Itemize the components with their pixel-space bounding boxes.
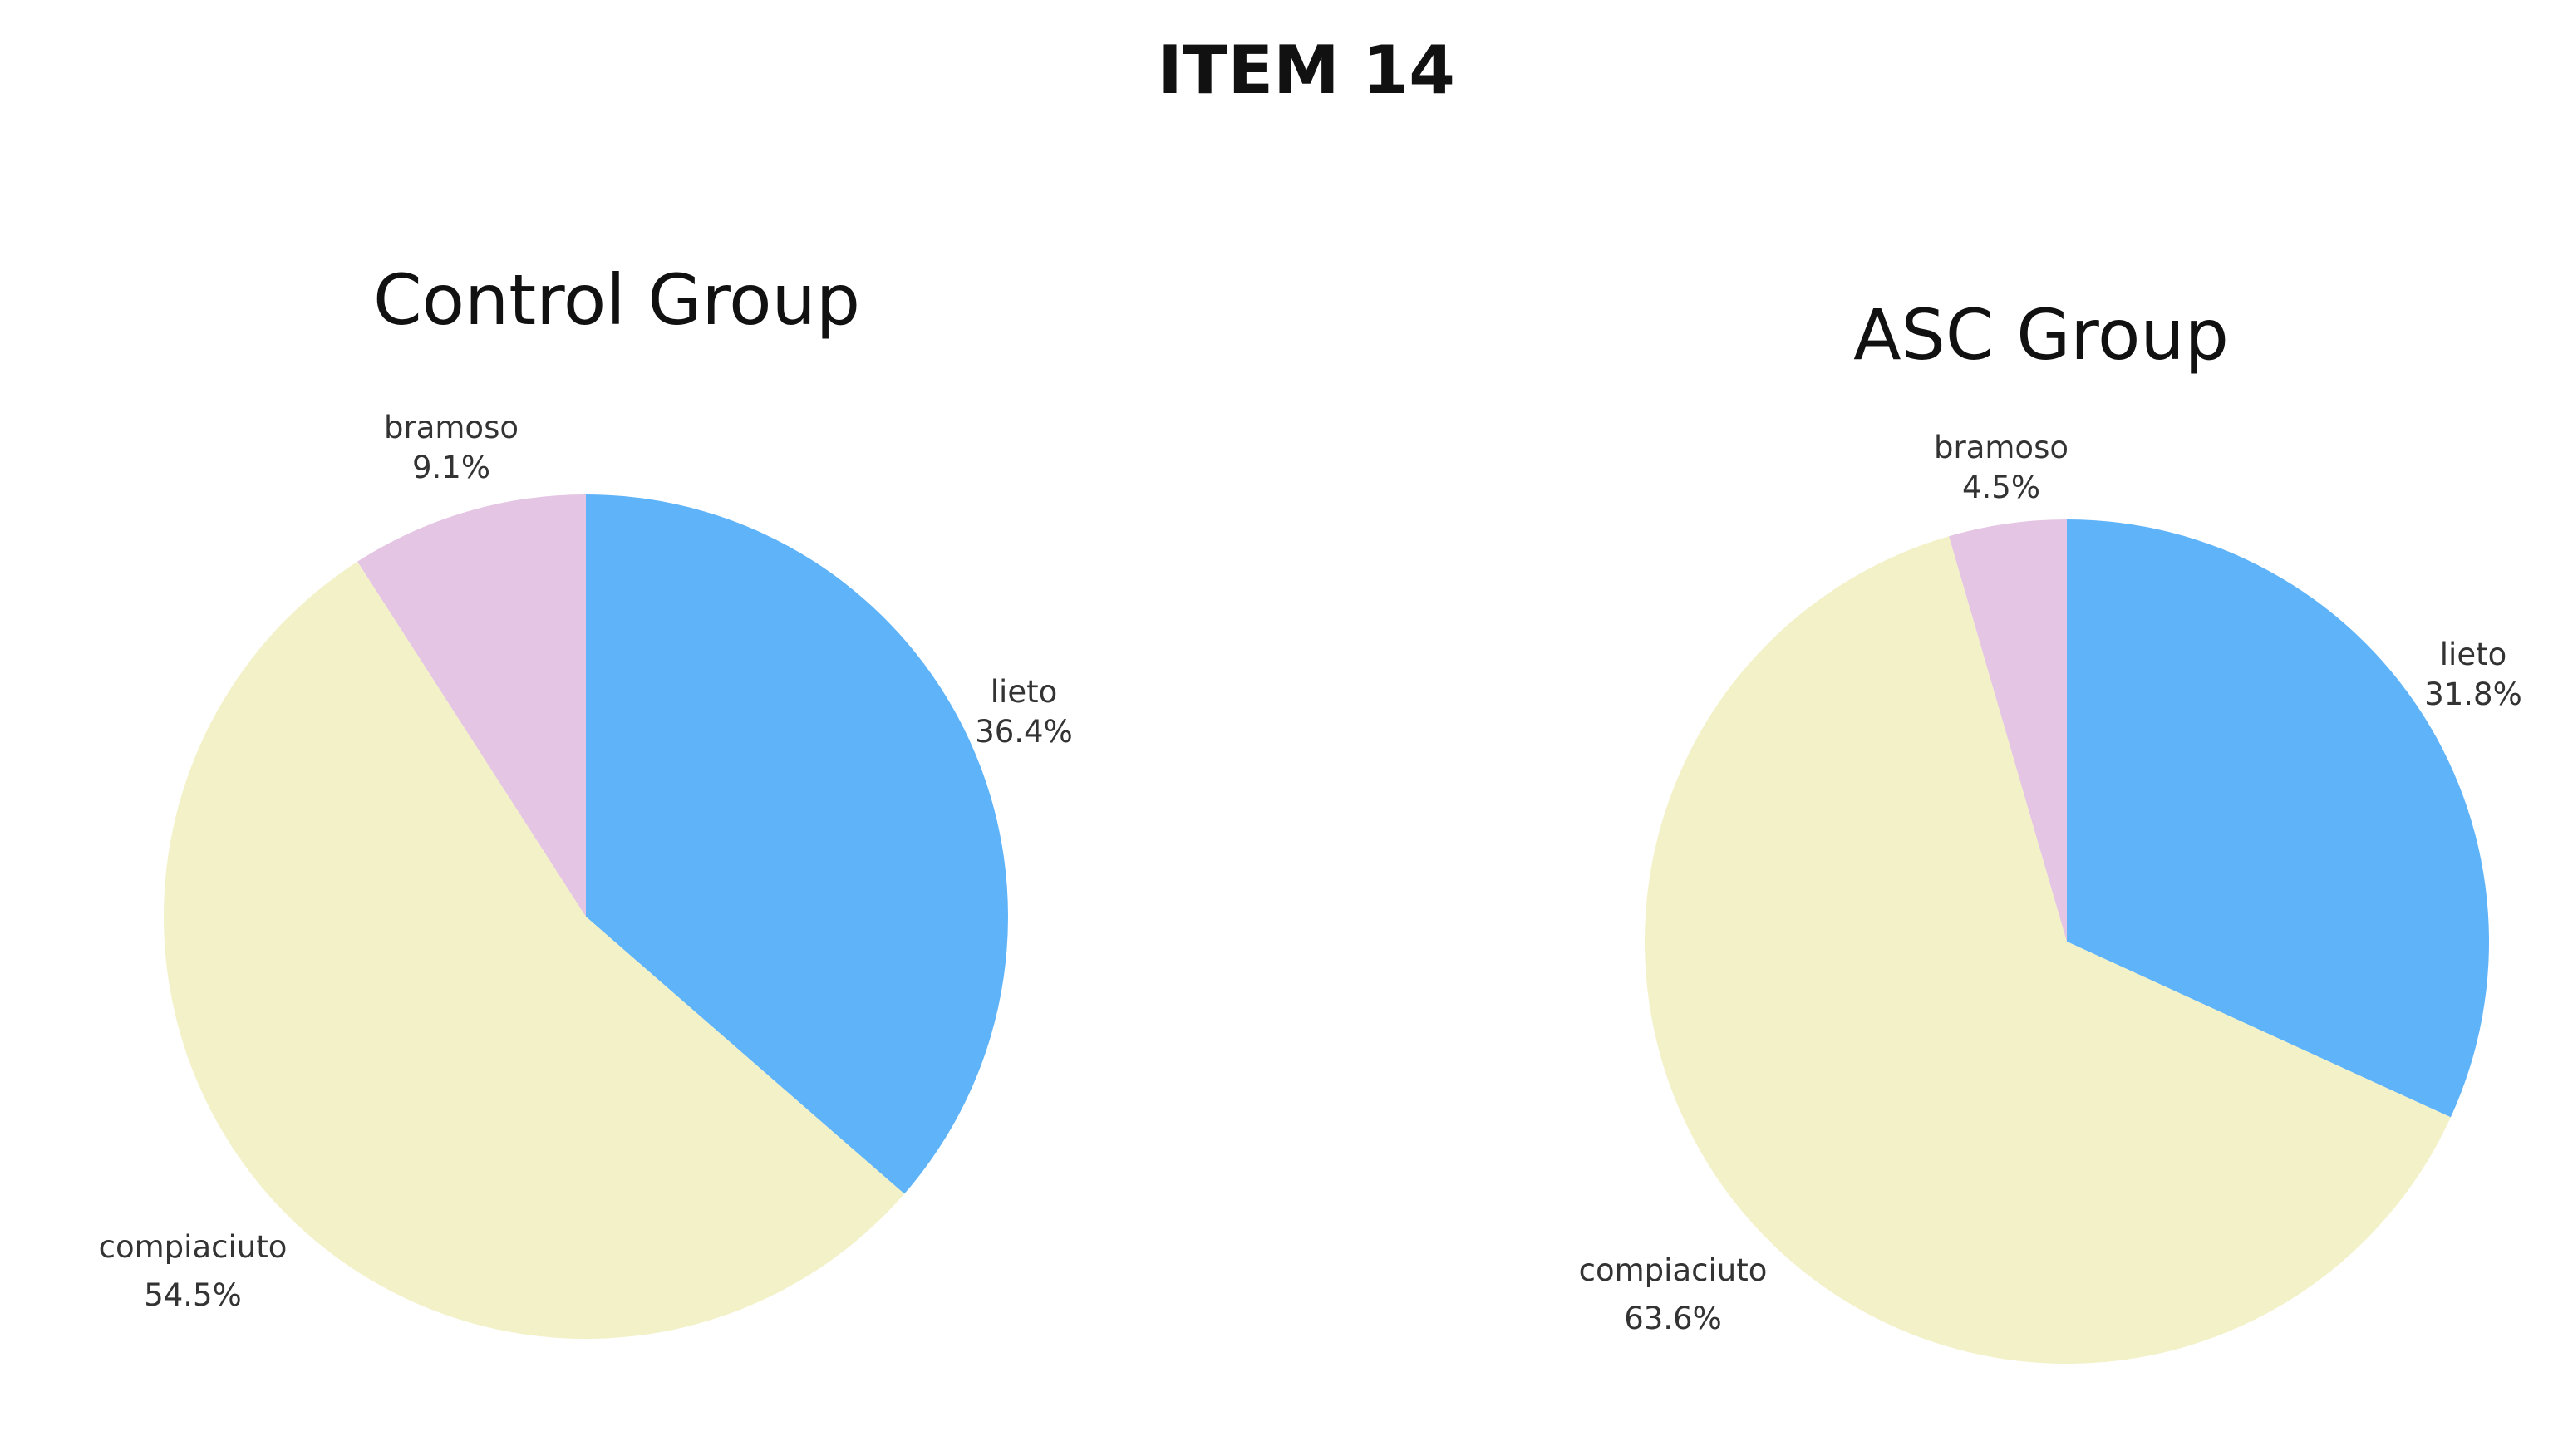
control-group-value-bramoso: 9.1%	[412, 450, 490, 485]
asc-group-label-bramoso: bramoso	[1934, 430, 2069, 465]
asc-group-value-bramoso: 4.5%	[1962, 470, 2040, 505]
control-group-slice-bramoso	[357, 494, 586, 917]
control-group-chart: Control Group lieto 36.4% compiaciuto 54.5%…	[99, 259, 1073, 1340]
control-group-value-lieto: 36.4%	[975, 714, 1073, 750]
asc-group-title: ASC Group	[1853, 294, 2229, 376]
control-group-value-compiaciuto: 54.5%	[144, 1277, 242, 1313]
control-group-label-lieto: lieto	[991, 674, 1057, 710]
asc-group-value-lieto: 31.8%	[2424, 676, 2522, 712]
control-group-label-compiaciuto: compiaciuto	[99, 1229, 288, 1265]
asc-group-chart: ASC Group lieto 31.8% compiaciuto 63.6% bram…	[1579, 294, 2522, 1364]
figure-title: ITEM 14	[1158, 32, 1455, 109]
control-group-title: Control Group	[373, 259, 860, 341]
asc-group-slice-bramoso	[1949, 519, 2067, 942]
control-group-slice-lieto	[586, 494, 1008, 1194]
asc-group-label-compiaciuto: compiaciuto	[1579, 1252, 1768, 1288]
control-group-label-bramoso: bramoso	[384, 410, 519, 445]
control-group-pie: lieto 36.4% compiaciuto 54.5% bramoso 9.1%	[99, 410, 1073, 1340]
asc-group-slice-lieto	[2067, 519, 2489, 1118]
control-group-slice-compiaciuto	[163, 561, 905, 1340]
asc-group-value-compiaciuto: 63.6%	[1624, 1301, 1722, 1336]
asc-group-pie: lieto 31.8% compiaciuto 63.6% bramoso 4.5%	[1579, 430, 2522, 1364]
asc-group-slice-compiaciuto	[1645, 536, 2451, 1364]
asc-group-label-lieto: lieto	[2440, 637, 2506, 672]
